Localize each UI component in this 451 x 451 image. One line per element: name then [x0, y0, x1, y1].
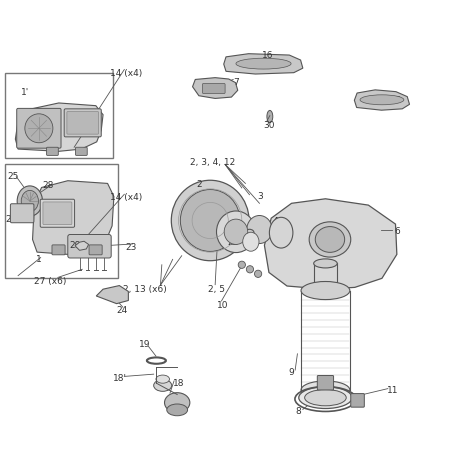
Text: 27 (x6): 27 (x6) [34, 276, 67, 285]
Text: 26: 26 [5, 214, 17, 223]
Ellipse shape [359, 96, 403, 106]
Ellipse shape [313, 259, 336, 268]
Polygon shape [15, 104, 103, 152]
Text: 4: 4 [272, 216, 278, 226]
FancyBboxPatch shape [10, 204, 34, 223]
FancyBboxPatch shape [75, 148, 87, 156]
Ellipse shape [300, 381, 349, 399]
Ellipse shape [180, 190, 239, 252]
Text: 14 (x4): 14 (x4) [109, 69, 142, 78]
Text: 18: 18 [172, 378, 184, 387]
Polygon shape [354, 91, 409, 111]
Text: 25: 25 [7, 171, 18, 180]
Ellipse shape [308, 222, 350, 258]
Text: 1': 1' [21, 88, 29, 97]
FancyBboxPatch shape [46, 148, 58, 156]
Ellipse shape [25, 115, 53, 143]
Text: 2: 2 [196, 179, 201, 189]
Text: 23: 23 [125, 242, 137, 251]
Ellipse shape [235, 59, 290, 70]
FancyBboxPatch shape [202, 84, 225, 94]
Polygon shape [32, 181, 114, 255]
Text: 11: 11 [386, 386, 397, 395]
FancyBboxPatch shape [350, 394, 364, 407]
Ellipse shape [224, 220, 247, 245]
Ellipse shape [166, 404, 187, 416]
Circle shape [238, 262, 245, 269]
Ellipse shape [246, 216, 272, 244]
Polygon shape [96, 286, 128, 304]
Text: 14 (x4): 14 (x4) [109, 193, 142, 202]
Ellipse shape [304, 390, 345, 406]
FancyBboxPatch shape [64, 110, 101, 138]
Ellipse shape [156, 375, 169, 383]
Ellipse shape [266, 111, 272, 124]
Text: 24: 24 [116, 306, 127, 315]
Text: 6: 6 [393, 227, 399, 236]
Ellipse shape [171, 181, 249, 261]
Text: 22: 22 [227, 238, 238, 247]
Text: 3: 3 [257, 192, 262, 201]
Text: 16: 16 [262, 51, 273, 60]
Polygon shape [223, 55, 302, 75]
Text: 18': 18' [113, 373, 126, 382]
Polygon shape [75, 242, 88, 251]
Text: 2, 5: 2, 5 [207, 284, 224, 293]
Ellipse shape [216, 212, 255, 253]
Text: 9: 9 [288, 368, 293, 377]
Text: 8: 8 [295, 406, 300, 415]
Text: 17: 17 [389, 96, 400, 105]
Circle shape [246, 266, 253, 273]
Ellipse shape [298, 387, 351, 409]
Polygon shape [264, 199, 396, 290]
Circle shape [254, 271, 261, 278]
FancyBboxPatch shape [89, 245, 102, 255]
Ellipse shape [315, 227, 344, 253]
Ellipse shape [17, 186, 42, 216]
FancyBboxPatch shape [17, 109, 61, 149]
Text: 2, 3, 4, 12: 2, 3, 4, 12 [189, 158, 235, 167]
FancyBboxPatch shape [40, 200, 74, 228]
Ellipse shape [244, 230, 253, 236]
Polygon shape [192, 78, 237, 99]
FancyBboxPatch shape [68, 235, 111, 258]
Text: 10: 10 [216, 300, 228, 309]
Text: 1: 1 [36, 255, 41, 264]
Text: 29: 29 [69, 241, 80, 250]
Text: 2, 13 (x6): 2, 13 (x6) [123, 284, 166, 293]
Text: 30: 30 [262, 120, 274, 129]
FancyBboxPatch shape [52, 245, 65, 255]
Ellipse shape [153, 380, 171, 391]
Ellipse shape [269, 218, 292, 249]
Ellipse shape [21, 191, 38, 212]
Text: 28: 28 [42, 181, 54, 190]
Ellipse shape [300, 282, 349, 300]
FancyBboxPatch shape [43, 202, 72, 225]
FancyBboxPatch shape [317, 376, 333, 390]
FancyBboxPatch shape [67, 112, 98, 135]
Ellipse shape [164, 393, 189, 413]
Ellipse shape [242, 233, 258, 252]
Text: 7: 7 [233, 78, 239, 87]
Text: 19: 19 [138, 339, 150, 348]
Text: 21: 21 [48, 212, 60, 221]
